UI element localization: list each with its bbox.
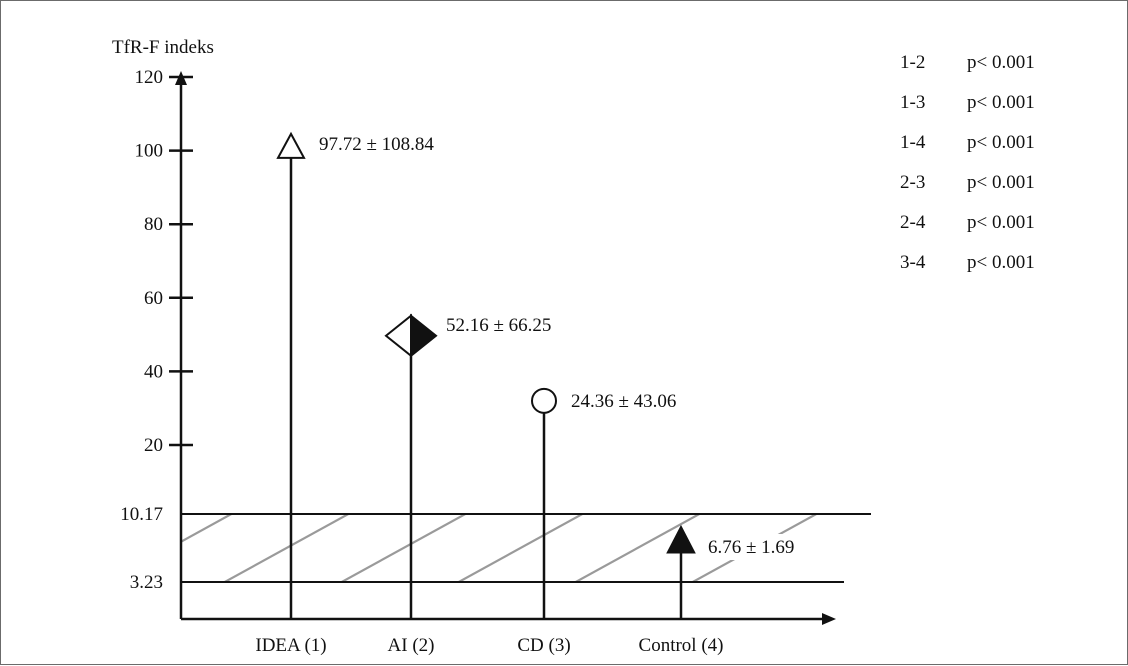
comparison-p-value: p< 0.001 — [967, 92, 1035, 113]
comparison-p-value: p< 0.001 — [967, 132, 1035, 153]
comparison-p-value: p< 0.001 — [967, 212, 1035, 233]
stems — [289, 157, 683, 619]
comparison-table: 1-2 p< 0.001 1-3 p< 0.001 1-4 p< 0.001 2-3 p< 0… — [900, 52, 1035, 273]
hatch-line — [181, 514, 513, 582]
labels: TfR-F indeks 20 40 60 80 100 120 10.17 3.23 97.7… — [112, 37, 794, 656]
y-tick-label: 80 — [144, 214, 163, 235]
x-axis-arrow — [822, 613, 836, 625]
marker-triangle-open — [276, 131, 306, 159]
band-lower-label: 3.23 — [130, 572, 163, 593]
reference-band — [181, 424, 1128, 622]
x-tick-label: Control (4) — [639, 635, 724, 656]
data-label: 97.72 ± 108.84 — [319, 134, 434, 155]
marker-circle-open — [531, 387, 557, 414]
hatch-line — [853, 514, 871, 582]
hatch-line — [1088, 424, 1128, 622]
comparison-pair: 3-4 — [900, 252, 926, 273]
y-tick-label: 20 — [144, 435, 163, 456]
markers — [276, 131, 864, 560]
comparison-pair: 1-3 — [900, 92, 925, 113]
comparison-p-value: p< 0.001 — [967, 172, 1035, 193]
y-tick-label: 60 — [144, 288, 163, 309]
y-axis-label: TfR-F indeks — [112, 37, 214, 58]
x-tick-label: IDEA (1) — [255, 635, 326, 656]
data-label: 52.16 ± 66.25 — [446, 315, 551, 336]
marker-diamond-right — [410, 313, 438, 358]
y-tick-label: 120 — [135, 67, 164, 88]
y-tick-label: 100 — [135, 141, 164, 162]
hatch-line — [385, 514, 747, 582]
hatch-line — [736, 514, 871, 582]
marker-diamond-left — [384, 313, 412, 358]
comparison-pair: 2-4 — [900, 212, 926, 233]
band-upper-label: 10.17 — [120, 504, 163, 525]
hatch-line — [619, 514, 871, 582]
comparison-p-value: p< 0.001 — [967, 252, 1035, 273]
x-tick-label: AI (2) — [388, 635, 435, 656]
x-tick-label: CD (3) — [517, 635, 570, 656]
comparison-pair: 2-3 — [900, 172, 925, 193]
data-label: 24.36 ± 43.06 — [571, 391, 676, 412]
comparison-pair: 1-2 — [900, 52, 925, 73]
data-label: 6.76 ± 1.69 — [708, 537, 794, 558]
axes — [169, 71, 836, 625]
hatch-line — [268, 514, 630, 582]
y-tick-label: 40 — [144, 361, 163, 382]
comparison-pair: 1-4 — [900, 132, 926, 153]
hatch-line — [181, 514, 396, 582]
marker-triangle-filled — [666, 524, 696, 554]
hatch-line — [502, 514, 864, 582]
comparison-p-value: p< 0.001 — [967, 52, 1035, 73]
label-backing — [704, 534, 864, 560]
band-hatch — [181, 424, 1128, 622]
hatch-line — [971, 424, 1128, 622]
